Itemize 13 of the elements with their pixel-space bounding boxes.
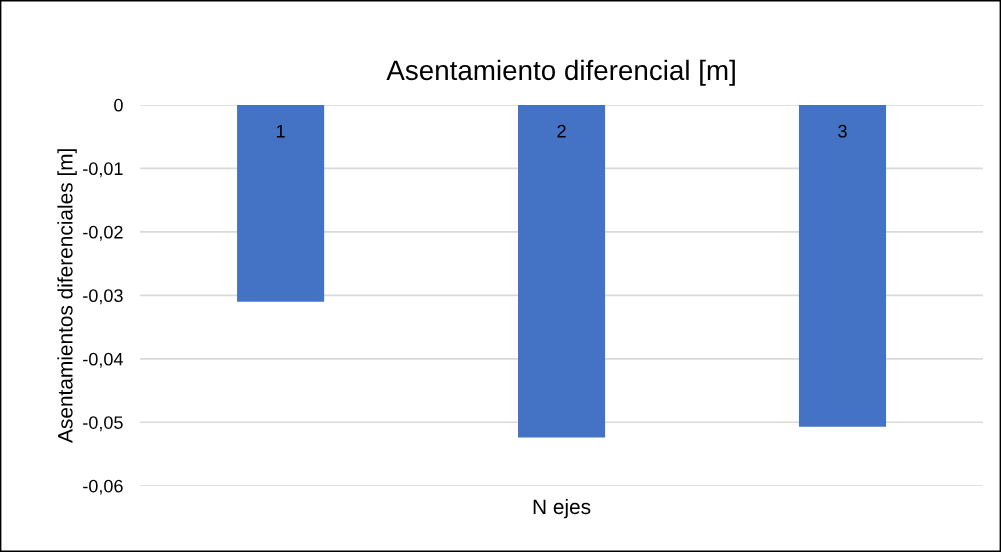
y-axis-title: Asentamientos diferenciales [m] [57,149,77,443]
x-tick-label: 2 [557,124,566,138]
x-tick-label: 3 [838,124,847,138]
y-tick-label: -0,04 [83,352,123,368]
x-axis-title: N ejes [533,498,591,519]
chart-title: Asentamiento diferencial [m] [386,59,735,86]
y-tick-label: -0,06 [83,479,123,495]
y-tick-label: 0 [114,98,123,112]
y-tick-label: -0,01 [83,162,123,178]
y-tick-label: -0,05 [83,416,123,432]
x-tick-label: 1 [276,124,285,138]
y-tick-label: -0,03 [83,289,123,305]
y-tick-label: -0,02 [83,225,123,241]
